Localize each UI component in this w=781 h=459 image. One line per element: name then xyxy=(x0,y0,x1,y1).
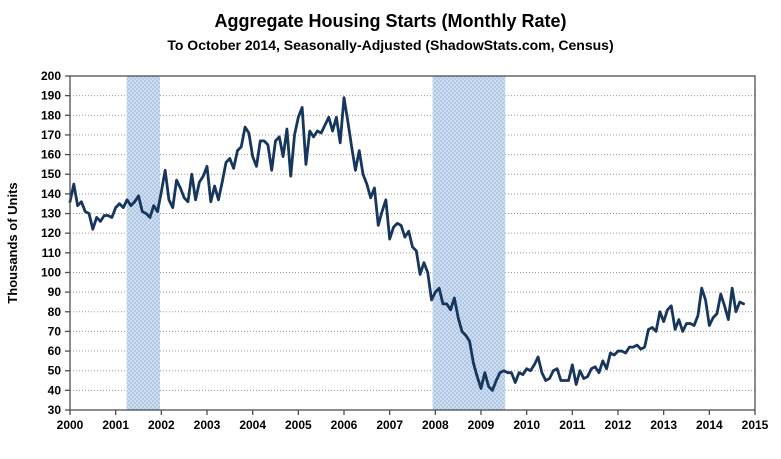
y-tick-label: 50 xyxy=(48,364,62,378)
plot-border xyxy=(69,75,756,411)
x-tick-label: 2006 xyxy=(331,418,358,432)
recession-bands-layer xyxy=(126,76,506,410)
y-axis-title: Thousands of Units xyxy=(5,182,20,303)
x-tick-label: 2008 xyxy=(422,418,449,432)
y-tick-label: 140 xyxy=(41,187,61,201)
y-tick-label: 200 xyxy=(41,69,61,83)
x-tick-label: 2013 xyxy=(650,418,677,432)
x-tick-label: 2009 xyxy=(468,418,495,432)
x-tick-label: 2002 xyxy=(148,418,175,432)
chart-title: Aggregate Housing Starts (Monthly Rate) xyxy=(214,11,567,31)
x-tick-label: 2012 xyxy=(605,418,632,432)
recession-band xyxy=(432,76,506,410)
chart-subtitle: To October 2014, Seasonally-Adjusted (Sh… xyxy=(167,37,614,53)
y-tick-label: 90 xyxy=(48,285,62,299)
y-tick-label: 80 xyxy=(48,305,62,319)
recession-band xyxy=(126,76,160,410)
y-tick-label: 70 xyxy=(48,324,62,338)
x-tick-label: 2004 xyxy=(239,418,266,432)
x-tick-label: 2000 xyxy=(57,418,84,432)
x-tick-label: 2015 xyxy=(742,418,769,432)
axes-layer xyxy=(65,75,756,415)
y-tick-label: 60 xyxy=(48,344,62,358)
axis-labels-layer: 30 40 50 60 70 80 90 100 110 120 130 140 150 160 170 18… xyxy=(41,69,769,432)
y-tick-label: 190 xyxy=(41,89,61,103)
y-tick-label: 130 xyxy=(41,207,61,221)
y-tick-label: 30 xyxy=(48,403,62,417)
x-tick-label: 2010 xyxy=(513,418,540,432)
x-tick-label: 2005 xyxy=(285,418,312,432)
x-tick-label: 2007 xyxy=(376,418,403,432)
x-tick-label: 2001 xyxy=(102,418,129,432)
y-tick-label: 180 xyxy=(41,108,61,122)
y-tick-label: 40 xyxy=(48,383,62,397)
x-tick-label: 2011 xyxy=(559,418,585,432)
y-tick-label: 150 xyxy=(41,167,61,181)
series-layer xyxy=(68,96,745,392)
y-tick-label: 120 xyxy=(41,226,61,240)
y-tick-label: 100 xyxy=(41,265,61,279)
x-tick-label: 2003 xyxy=(194,418,221,432)
y-tick-label: 160 xyxy=(41,148,61,162)
y-tick-label: 170 xyxy=(41,128,61,142)
y-tick-label: 110 xyxy=(42,246,62,260)
gridlines-layer xyxy=(70,95,755,391)
housing-starts-line xyxy=(68,96,745,392)
x-tick-label: 2014 xyxy=(696,418,723,432)
